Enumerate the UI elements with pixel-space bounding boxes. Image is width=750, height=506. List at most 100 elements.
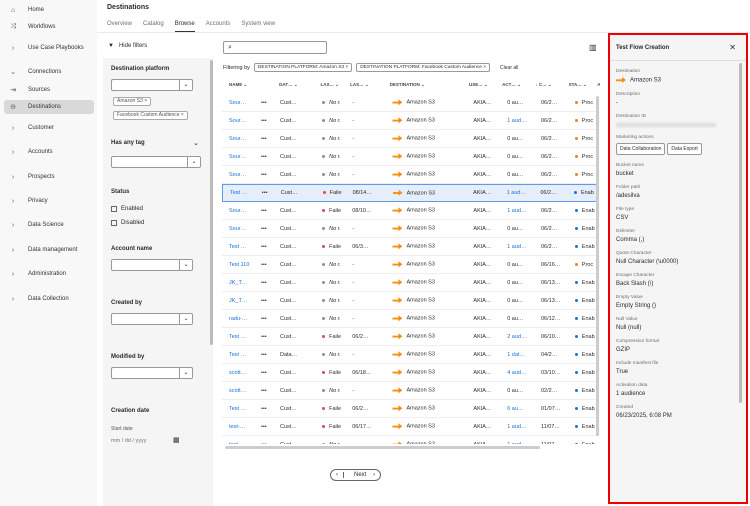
name-cell[interactable]: Test … — [229, 243, 247, 250]
more-actions-icon[interactable]: ••• — [260, 117, 267, 124]
table-row[interactable]: scott… ••• Cust… Faile 06/18… Amazon S3 AKIA… 4… — [222, 364, 597, 382]
column-header[interactable]: LAS… ⌄ — [350, 82, 369, 87]
clear-all-link[interactable]: Clear all — [500, 64, 519, 71]
more-actions-icon[interactable]: ••• — [260, 99, 267, 106]
nav-item-data-collection[interactable]: › Data Collection — [4, 292, 94, 306]
name-cell[interactable]: Test … — [230, 190, 248, 196]
tag-picker[interactable]: ⌄ — [111, 156, 201, 168]
more-actions-icon[interactable]: ••• — [260, 225, 267, 232]
name-cell[interactable]: scott… — [229, 387, 247, 394]
more-actions-icon[interactable]: ••• — [261, 190, 268, 196]
nav-item-destinations[interactable]: ⊖ Destinations — [4, 100, 94, 114]
column-header[interactable]: ACT… ⌄ — [502, 82, 521, 87]
table-row[interactable]: JK_T… ••• Cust… No r. - Amazon S3 AKIA… 0 au… 06… — [222, 292, 597, 310]
chevron-down-icon[interactable]: ⌄ — [193, 140, 199, 147]
activation-cell[interactable]: 4 aud… — [507, 369, 527, 376]
column-settings-icon[interactable]: ▥ — [589, 43, 597, 52]
more-actions-icon[interactable]: ••• — [260, 387, 267, 394]
more-actions-icon[interactable]: ••• — [260, 423, 267, 430]
name-cell[interactable]: test-… — [229, 423, 246, 430]
table-row[interactable]: Test … ••• Cust… Faile 06/2… Amazon S3 AKIA… 2 … — [222, 328, 597, 346]
filter-scrollbar[interactable] — [210, 60, 213, 345]
table-row[interactable]: scott… ••• Cust… No r. - Amazon S3 AKIA… 0 au… 0… — [222, 382, 597, 400]
filter-chip[interactable]: DESTINATION PLATFORM: Facebook Custom Au… — [356, 63, 491, 72]
nav-item-prospects[interactable]: › Prospects — [4, 170, 94, 184]
name-cell[interactable]: JK_T… — [229, 279, 248, 286]
start-date-input[interactable]: mm / dd / yyyy — [111, 438, 147, 444]
nav-item-customer[interactable]: › Customer — [4, 121, 94, 135]
name-cell[interactable]: Test 110 — [229, 261, 250, 268]
prev-page-button[interactable]: ‹ — [331, 472, 344, 478]
account-picker[interactable]: ⌄ — [111, 259, 193, 271]
panel-scrollbar[interactable] — [739, 63, 742, 403]
tab-browse[interactable]: Browse — [174, 21, 195, 32]
nav-item-connections[interactable]: ⌄ Connections — [4, 65, 94, 79]
column-header[interactable]: USE… ⌄ — [468, 82, 488, 87]
column-header[interactable]: ↓ C… ⌄ — [535, 82, 552, 87]
modified-by-picker[interactable]: ⌄ — [111, 367, 193, 379]
table-row[interactable]: Test … ••• Cust… Faile 06/3… Amazon S3 AKIA… 1 … — [222, 238, 597, 256]
nav-item-data-management[interactable]: › Data management — [4, 243, 94, 257]
name-cell[interactable]: Sour… — [229, 225, 247, 232]
column-header[interactable]: DAT… ⌄ — [279, 82, 298, 87]
name-cell[interactable]: Test … — [229, 405, 247, 412]
nav-item-accounts[interactable]: › Accounts — [4, 145, 94, 159]
column-header[interactable]: NAME ⌄ — [229, 82, 248, 87]
activation-cell[interactable]: 1 aud… — [507, 117, 527, 124]
column-header[interactable]: LAS… ⌄ — [320, 82, 340, 87]
more-actions-icon[interactable]: ••• — [260, 171, 267, 178]
nav-item-use-case-playbooks[interactable]: › Use Case Playbooks — [4, 41, 94, 55]
hide-filters-button[interactable]: ▼ Hide filters — [108, 43, 148, 49]
activation-cell[interactable]: 1 aud… — [507, 207, 527, 214]
enabled-checkbox[interactable]: Enabled — [111, 206, 143, 212]
activation-cell[interactable]: 1 aud… — [507, 243, 527, 250]
table-row[interactable]: JK_T… ••• Cust… No r. - Amazon S3 AKIA… 0 au… 06… — [222, 274, 597, 292]
more-actions-icon[interactable]: ••• — [260, 351, 267, 358]
disabled-checkbox[interactable]: Disabled — [111, 220, 144, 226]
column-header[interactable]: STA… ⌄ — [568, 82, 587, 87]
more-actions-icon[interactable]: ••• — [260, 333, 267, 340]
name-cell[interactable]: Sour… — [229, 207, 247, 214]
activation-cell[interactable]: 6 au… — [507, 405, 524, 412]
name-cell[interactable]: Sour… — [229, 153, 247, 160]
table-row[interactable]: Sour… ••• Cust… No r. - Amazon S3 AKIA… 0 au… 06… — [222, 130, 597, 148]
table-horizontal-scrollbar[interactable] — [225, 446, 540, 449]
tab-overview[interactable]: Overview — [107, 21, 133, 27]
search-input[interactable]: ⌕ — [223, 41, 327, 54]
name-cell[interactable]: Sour… — [229, 171, 247, 178]
name-cell[interactable]: JK_T… — [229, 297, 248, 304]
name-cell[interactable]: Sour… — [229, 135, 247, 142]
nav-item-workflows[interactable]: ⤨ Workflows — [4, 20, 94, 34]
more-actions-icon[interactable]: ••• — [260, 207, 267, 214]
more-actions-icon[interactable]: ••• — [260, 297, 267, 304]
created-by-picker[interactable]: ⌄ — [111, 313, 193, 325]
nav-item-administration[interactable]: › Administration — [4, 267, 94, 281]
marketing-action-tag[interactable]: Data Collaboration — [616, 142, 666, 155]
name-cell[interactable]: Test … — [229, 333, 247, 340]
platform-picker[interactable]: ⌄ — [111, 79, 193, 91]
table-row[interactable]: Test … ••• Cust… Faile 08/14… Amazon S3 AKIA… 1… — [222, 184, 597, 202]
activation-cell[interactable]: 1 aud… — [507, 423, 527, 430]
tag-amazon-s3[interactable]: Amazon S3 × — [113, 97, 152, 106]
table-row[interactable]: Sour… ••• Cust… No r. - Amazon S3 AKIA… 0 au… 06… — [222, 94, 597, 112]
table-row[interactable]: Sour… ••• Cust… No r. - Amazon S3 AKIA… 0 au… 06… — [222, 148, 597, 166]
name-cell[interactable]: radu-… — [229, 315, 248, 322]
more-actions-icon[interactable]: ••• — [260, 369, 267, 376]
nav-item-privacy[interactable]: › Privacy — [4, 194, 94, 208]
table-row[interactable]: test-… ••• Cust… Faile 06/17… Amazon S3 AKIA… 1… — [222, 418, 597, 436]
table-row[interactable]: Sour… ••• Cust… No r. - Amazon S3 AKIA… 1 aud… 0… — [222, 112, 597, 130]
nav-item-sources[interactable]: ⇥ Sources — [4, 83, 94, 97]
tab-accounts[interactable]: Accounts — [205, 21, 231, 27]
column-header[interactable]: AC — [597, 82, 601, 87]
more-actions-icon[interactable]: ••• — [260, 279, 267, 286]
table-row[interactable]: Sour… ••• Cust… No r. - Amazon S3 AKIA… 0 au… 06… — [222, 220, 597, 238]
activation-cell[interactable]: 1 aud… — [506, 190, 526, 196]
more-actions-icon[interactable]: ••• — [260, 261, 267, 268]
tab-system-view[interactable]: System view — [241, 21, 276, 27]
filter-chip[interactable]: DESTINATION PLATFORM: Amazon S3 × — [253, 63, 353, 72]
table-row[interactable]: Sour… ••• Cust… No r. - Amazon S3 AKIA… 0 au… 06… — [222, 166, 597, 184]
marketing-action-tag[interactable]: Data Export — [667, 142, 702, 155]
nav-item-data-science[interactable]: › Data Science — [4, 218, 94, 232]
name-cell[interactable]: scott… — [229, 369, 247, 376]
